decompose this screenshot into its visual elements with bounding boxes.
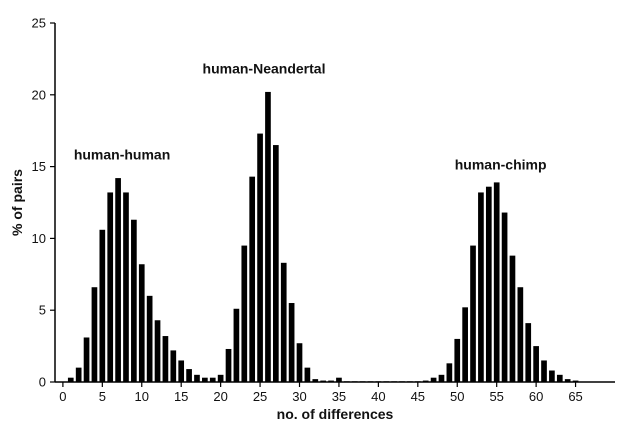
bars-group bbox=[67, 91, 579, 382]
histogram-bar bbox=[525, 323, 532, 382]
histogram-bar bbox=[178, 360, 185, 382]
x-tick-label: 40 bbox=[371, 389, 385, 404]
histogram-bar bbox=[470, 245, 476, 382]
histogram-bar bbox=[170, 350, 177, 382]
histogram-bar bbox=[249, 176, 256, 382]
histogram-bar bbox=[67, 377, 74, 382]
histogram-bar bbox=[509, 255, 516, 382]
histogram-bar bbox=[107, 192, 114, 382]
histogram-bar bbox=[99, 229, 106, 382]
series-annotation: human-human bbox=[74, 146, 170, 162]
histogram-bar bbox=[202, 377, 208, 382]
x-tick-label: 50 bbox=[450, 389, 464, 404]
histogram-bar bbox=[430, 377, 437, 382]
histogram-bar bbox=[138, 264, 145, 382]
x-tick-label: 30 bbox=[292, 389, 306, 404]
histogram-bar bbox=[233, 308, 240, 382]
x-tick-label: 45 bbox=[411, 389, 425, 404]
histogram-bar bbox=[257, 133, 263, 382]
y-tick-label: 20 bbox=[32, 87, 46, 102]
histogram-bar bbox=[533, 346, 539, 382]
x-tick-label: 25 bbox=[253, 389, 267, 404]
histogram-bar bbox=[493, 182, 500, 382]
x-tick-label: 60 bbox=[529, 389, 543, 404]
histogram-bar bbox=[154, 320, 161, 382]
x-axis-title: no. of differences bbox=[277, 406, 394, 422]
x-tick-label: 20 bbox=[213, 389, 227, 404]
histogram-bar bbox=[75, 367, 82, 382]
y-ticks-group: 0 5 10 15 20 25 bbox=[32, 16, 55, 390]
histogram-bar bbox=[186, 369, 192, 382]
histogram-bar bbox=[454, 338, 461, 382]
histogram-bar bbox=[549, 370, 555, 382]
x-tick-label: 0 bbox=[59, 389, 66, 404]
histogram-bar bbox=[478, 192, 484, 382]
y-axis-title: % of pairs bbox=[9, 169, 25, 236]
x-tick-label: 15 bbox=[174, 389, 188, 404]
histogram-bar bbox=[194, 374, 200, 382]
y-tick-label: 25 bbox=[32, 16, 46, 31]
y-tick-label: 10 bbox=[32, 231, 46, 246]
histogram-bar bbox=[280, 262, 287, 382]
series-annotation: human-chimp bbox=[455, 156, 547, 172]
x-tick-label: 5 bbox=[99, 389, 106, 404]
histogram-bar bbox=[131, 219, 137, 382]
histogram-bar bbox=[115, 178, 121, 382]
x-tick-label: 35 bbox=[332, 389, 346, 404]
histogram-bar bbox=[446, 363, 453, 382]
histogram-bar bbox=[501, 212, 508, 382]
histogram-bar bbox=[485, 186, 492, 382]
histogram-bar bbox=[304, 367, 311, 382]
x-tick-label: 65 bbox=[568, 389, 582, 404]
x-ticks-group: 0 5 10 15 20 25 30 35 40 45 50 55 60 65 bbox=[59, 382, 583, 404]
histogram-bar bbox=[217, 374, 224, 382]
histogram-bar bbox=[123, 192, 129, 382]
y-tick-label: 15 bbox=[32, 159, 46, 174]
y-tick-label: 5 bbox=[39, 303, 46, 318]
histogram-bar bbox=[336, 377, 342, 382]
histogram-bar bbox=[225, 348, 232, 382]
histogram-bar bbox=[91, 287, 98, 382]
histogram-bar bbox=[162, 336, 169, 382]
histogram-bar bbox=[265, 91, 271, 382]
annotations-group: human-human human-Neandertal human-chimp bbox=[74, 60, 547, 172]
histogram-bar bbox=[438, 374, 445, 382]
histogram-bar bbox=[83, 337, 90, 382]
histogram-bar bbox=[312, 379, 319, 382]
x-tick-label: 55 bbox=[489, 389, 503, 404]
histogram-bar bbox=[564, 379, 571, 382]
histogram-bar bbox=[273, 145, 279, 382]
histogram-bar bbox=[296, 343, 303, 382]
histogram-bar bbox=[517, 287, 524, 382]
y-tick-label: 0 bbox=[39, 375, 46, 390]
histogram-bar bbox=[146, 295, 153, 382]
histogram-bar bbox=[241, 245, 248, 382]
series-annotation: human-Neandertal bbox=[203, 60, 326, 76]
x-tick-label: 10 bbox=[135, 389, 149, 404]
histogram-bar bbox=[556, 374, 563, 382]
histogram-bar bbox=[462, 307, 468, 382]
histogram-bar bbox=[209, 377, 216, 382]
histogram-bar bbox=[541, 360, 547, 382]
histogram-bar bbox=[288, 303, 295, 382]
